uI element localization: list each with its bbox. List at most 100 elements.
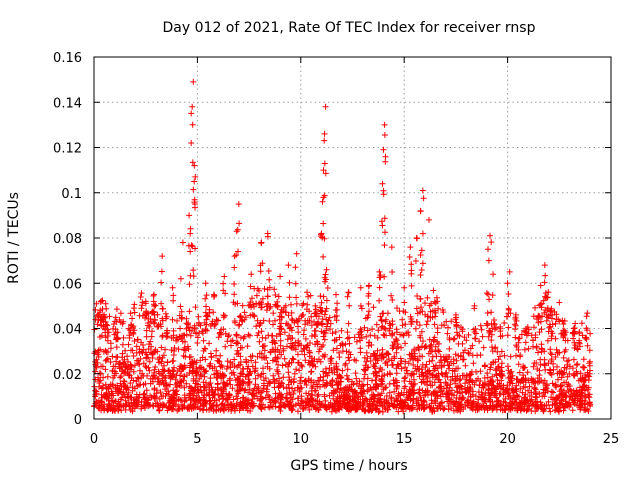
data-point (109, 353, 116, 360)
data-point (196, 321, 202, 328)
data-point (346, 340, 353, 347)
x-tick-label: 5 (193, 432, 201, 447)
data-point (286, 279, 293, 286)
data-point (346, 357, 353, 364)
data-point (414, 235, 420, 242)
data-point (311, 356, 318, 363)
data-point (103, 390, 110, 397)
data-point (206, 391, 213, 398)
data-point (97, 346, 104, 353)
data-point (196, 330, 203, 336)
y-tick-label: 0.06 (53, 277, 82, 292)
data-point (382, 158, 389, 165)
data-point (417, 272, 424, 278)
data-point (333, 336, 340, 343)
data-point (322, 276, 329, 283)
data-point (456, 406, 463, 413)
y-tick-label: 0 (74, 413, 82, 428)
data-point (378, 352, 385, 359)
data-point (168, 347, 175, 353)
data-point (321, 137, 328, 144)
data-point (291, 370, 298, 377)
data-point (492, 392, 499, 399)
data-point (369, 326, 376, 333)
data-point (465, 331, 472, 338)
data-point (272, 292, 279, 298)
data-point (549, 396, 556, 403)
data-point (236, 382, 243, 389)
data-point (306, 361, 313, 368)
data-point (121, 356, 128, 363)
data-point (536, 313, 543, 320)
data-point (495, 356, 502, 363)
data-point (454, 388, 461, 395)
data-point (266, 365, 273, 372)
data-point (445, 353, 451, 360)
data-point (187, 248, 194, 255)
data-point (113, 344, 120, 351)
data-point (559, 370, 566, 377)
data-point (423, 401, 430, 408)
data-point (541, 377, 548, 384)
data-point (330, 403, 337, 410)
data-point (316, 398, 323, 405)
data-point (222, 396, 229, 403)
data-point (386, 327, 393, 334)
data-point (130, 377, 137, 384)
data-point (414, 310, 421, 317)
data-point (273, 358, 280, 365)
data-point (304, 395, 311, 401)
data-point (361, 354, 368, 361)
data-point (207, 350, 214, 357)
data-point (585, 391, 592, 398)
data-point (138, 290, 145, 297)
data-point (166, 368, 173, 375)
data-point (237, 359, 244, 365)
data-point (227, 381, 234, 388)
data-point (550, 360, 557, 367)
data-point (312, 404, 318, 410)
data-point (307, 292, 314, 299)
data-point (538, 348, 545, 355)
data-point (367, 396, 374, 403)
data-point (222, 343, 229, 350)
data-point (438, 322, 445, 329)
data-point (587, 403, 593, 409)
data-point (534, 316, 540, 323)
data-point (254, 395, 261, 402)
data-point (477, 368, 484, 375)
data-point (498, 377, 505, 384)
data-point (353, 338, 360, 345)
data-point (197, 371, 204, 378)
data-point (583, 313, 590, 320)
data-point (279, 362, 286, 369)
data-point (236, 407, 243, 414)
data-point (466, 350, 472, 357)
data-point (231, 291, 238, 298)
data-point (244, 401, 251, 408)
data-point (293, 300, 300, 307)
data-point (525, 377, 532, 384)
data-point (412, 258, 419, 264)
data-point (536, 329, 543, 336)
data-point (502, 395, 509, 402)
data-point (172, 390, 178, 397)
data-point (139, 370, 146, 377)
data-point (535, 349, 541, 356)
data-point (507, 395, 514, 402)
data-point (143, 387, 150, 394)
data-point (505, 291, 512, 297)
data-point (547, 346, 554, 353)
data-point (333, 312, 340, 319)
data-point (117, 374, 124, 381)
data-point (436, 359, 443, 366)
data-point (102, 300, 109, 307)
data-point (521, 346, 528, 353)
data-point (539, 393, 546, 400)
data-point (547, 308, 554, 315)
data-point (480, 402, 487, 409)
data-point (103, 321, 110, 328)
data-point (577, 405, 584, 411)
data-point (374, 347, 381, 354)
data-point (187, 387, 194, 394)
